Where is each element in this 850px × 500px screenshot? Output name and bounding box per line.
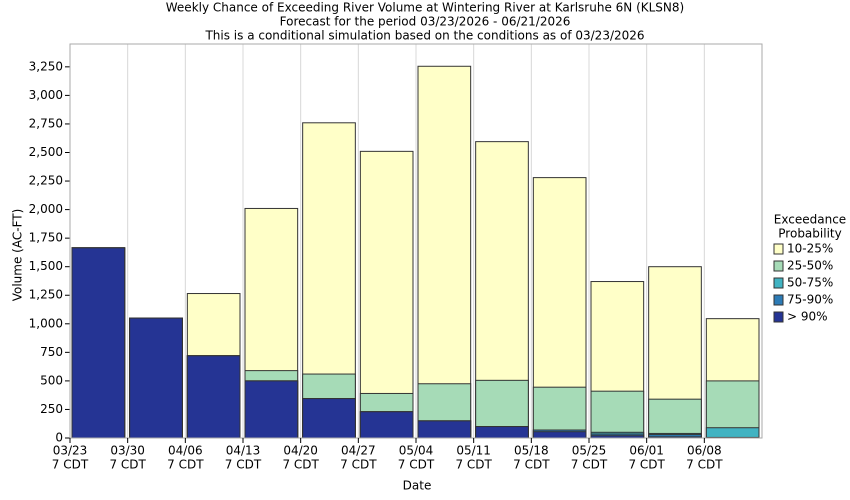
- bar: [417, 420, 472, 439]
- x-tick-sublabel: 7 CDT: [282, 458, 319, 472]
- chart-subtitle: This is a conditional simulation based o…: [204, 29, 644, 43]
- y-tick-label: 3,000: [29, 88, 63, 102]
- x-tick-sublabel: 7 CDT: [571, 458, 608, 472]
- x-tick-label: 06/01: [629, 444, 664, 458]
- bar: [532, 431, 587, 439]
- x-tick-label: 05/25: [572, 444, 607, 458]
- y-tick-label: 2,250: [29, 174, 63, 188]
- legend-label: 75-90%: [787, 293, 833, 307]
- y-tick-label: 1,750: [29, 231, 63, 245]
- bar: [705, 427, 760, 439]
- legend-label: 10-25%: [787, 242, 833, 256]
- x-tick-sublabel: 7 CDT: [340, 458, 377, 472]
- bar: [417, 65, 472, 439]
- bar: [302, 398, 356, 439]
- x-axis-label: Date: [403, 479, 432, 493]
- x-tick-sublabel: 7 CDT: [225, 458, 262, 472]
- y-tick-label: 500: [40, 373, 63, 387]
- x-tick-sublabel: 7 CDT: [513, 458, 550, 472]
- y-tick-label: 3,250: [29, 59, 63, 73]
- bar: [359, 411, 414, 439]
- x-tick-label: 06/08: [687, 444, 722, 458]
- bar: [244, 380, 299, 439]
- y-tick-label: 250: [40, 402, 63, 416]
- bar: [359, 150, 414, 439]
- x-tick-label: 04/06: [168, 444, 203, 458]
- x-tick-sublabel: 7 CDT: [398, 458, 435, 472]
- legend-title: Probability: [778, 227, 841, 241]
- y-tick-label: 0: [55, 431, 63, 445]
- bar: [648, 398, 702, 439]
- x-tick-sublabel: 7 CDT: [686, 458, 723, 472]
- x-tick-sublabel: 7 CDT: [455, 458, 492, 472]
- legend-swatch: [773, 294, 784, 306]
- bar: [129, 317, 183, 439]
- x-tick-sublabel: 7 CDT: [628, 458, 665, 472]
- legend-title: Exceedance: [774, 213, 846, 227]
- y-tick-label: 2,500: [29, 145, 63, 159]
- legend-label: > 90%: [787, 310, 828, 324]
- y-tick-label: 2,000: [29, 202, 63, 216]
- legend-swatch: [773, 277, 784, 289]
- y-axis-label: Volume (AC-FT): [11, 209, 25, 302]
- y-tick-label: 1,500: [29, 259, 63, 273]
- bar: [475, 426, 529, 439]
- y-tick-label: 2,750: [29, 116, 63, 130]
- legend-label: 50-75%: [787, 276, 833, 290]
- x-tick-sublabel: 7 CDT: [167, 458, 204, 472]
- x-tick-label: 04/13: [226, 444, 261, 458]
- x-tick-sublabel: 7 CDT: [109, 458, 146, 472]
- y-tick-label: 1,250: [29, 288, 63, 302]
- legend-swatch: [773, 311, 784, 323]
- x-tick-label: 05/18: [514, 444, 549, 458]
- x-tick-label: 05/04: [399, 444, 434, 458]
- x-tick-label: 04/27: [341, 444, 376, 458]
- y-tick-label: 750: [40, 345, 63, 359]
- chart-title: Weekly Chance of Exceeding River Volume …: [166, 1, 684, 15]
- x-tick-label: 05/11: [456, 444, 491, 458]
- x-tick-label: 04/20: [283, 444, 318, 458]
- bar: [71, 247, 126, 439]
- bar: [590, 390, 645, 439]
- legend-swatch: [773, 243, 784, 255]
- x-tick-sublabel: 7 CDT: [52, 458, 89, 472]
- legend-swatch: [773, 260, 784, 272]
- chart-subtitle: Forecast for the period 03/23/2026 - 06/…: [280, 15, 571, 29]
- legend-label: 25-50%: [787, 259, 833, 273]
- y-tick-label: 1,000: [29, 316, 63, 330]
- x-tick-label: 03/23: [53, 444, 88, 458]
- bar: [186, 355, 241, 439]
- x-tick-label: 03/30: [110, 444, 145, 458]
